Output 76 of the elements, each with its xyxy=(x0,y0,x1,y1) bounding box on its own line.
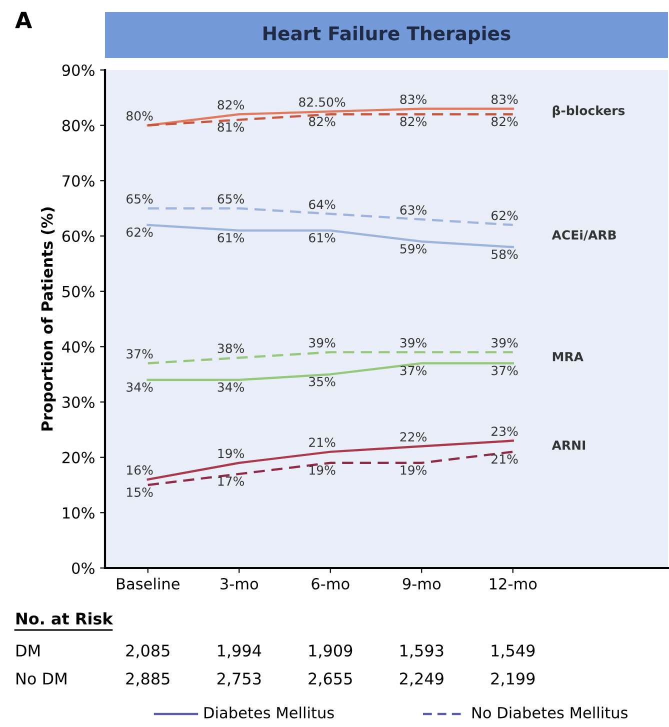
y-tick-label: 0% xyxy=(72,562,94,574)
data-label: 22% xyxy=(400,432,426,442)
x-tick-label: Baseline xyxy=(117,578,180,590)
text: 1,909 xyxy=(309,644,352,658)
text: 2,199 xyxy=(491,672,535,686)
chart-title: Heart Failure Therapies xyxy=(264,26,510,44)
data-label: 19% xyxy=(310,465,336,475)
x-tick-label: 9-mo xyxy=(402,578,441,590)
data-label: 34% xyxy=(218,382,244,392)
data-label: 58% xyxy=(492,250,518,260)
text: 1,994 xyxy=(218,644,262,658)
text: Diabetes Mellitus xyxy=(204,706,334,718)
data-label: 21% xyxy=(309,438,336,448)
text: 2,085 xyxy=(126,644,170,658)
y-tick-label: 70% xyxy=(62,175,94,187)
text: 2,753 xyxy=(217,672,261,686)
data-label: 62% xyxy=(492,210,518,220)
data-label: 39% xyxy=(309,338,336,348)
data-label: 34% xyxy=(126,382,153,392)
annotation: ARNI xyxy=(552,440,586,450)
text: DM xyxy=(16,644,40,656)
text: No Diabetes Mellitus xyxy=(472,706,628,718)
y-tick-label: 50% xyxy=(62,286,94,298)
data-label: 17% xyxy=(218,476,244,486)
data-label: 38% xyxy=(218,344,244,354)
annotation: ACEi/ARB xyxy=(552,230,616,241)
data-label: 80% xyxy=(126,111,153,121)
data-label: 61% xyxy=(218,232,244,242)
data-label: 65% xyxy=(218,194,244,204)
data-label: 23% xyxy=(492,426,518,436)
data-label: 64% xyxy=(309,200,336,210)
data-label: 19% xyxy=(218,448,244,458)
data-label: 37% xyxy=(400,366,426,376)
y-axis-title: Proportion of Patients (%) xyxy=(40,207,56,430)
y-tick-label: 10% xyxy=(63,507,94,519)
data-label: 39% xyxy=(492,338,518,348)
data-label: 37% xyxy=(492,366,518,376)
text: 2,249 xyxy=(400,672,444,686)
data-label: 19% xyxy=(400,465,426,475)
x-tick-label: 3-mo xyxy=(220,578,258,590)
data-label: 62% xyxy=(126,227,153,237)
data-label: 63% xyxy=(400,205,426,215)
y-tick-label: 90% xyxy=(62,64,94,76)
text: 2,655 xyxy=(308,672,352,686)
data-label: 39% xyxy=(400,338,426,348)
data-label: 61% xyxy=(309,232,336,242)
data-label: 82% xyxy=(492,116,518,126)
data-label: 59% xyxy=(400,244,426,254)
text: 2,885 xyxy=(126,672,170,686)
text: 1,593 xyxy=(400,644,444,658)
data-label: 37% xyxy=(126,349,153,359)
y-tick-label: 20% xyxy=(62,452,94,464)
text: 1,549 xyxy=(492,644,535,658)
y-tick-label: 30% xyxy=(62,396,94,408)
text: No. at Risk xyxy=(16,612,114,625)
y-tick-label: 40% xyxy=(62,341,94,353)
data-label: 82% xyxy=(309,116,336,126)
x-tick-label: 12-mo xyxy=(490,578,537,590)
data-label: 82.50% xyxy=(299,97,346,107)
data-label: 82% xyxy=(400,116,426,126)
y-tick-label: 60% xyxy=(62,230,94,242)
data-label: 35% xyxy=(309,376,336,386)
y-tick-label: 80% xyxy=(62,120,94,132)
data-label: 16% xyxy=(127,465,153,475)
x-tick-label: 6-mo xyxy=(312,578,350,590)
text: No DM xyxy=(16,672,66,685)
data-label: 65% xyxy=(126,194,153,204)
data-label: 82% xyxy=(218,100,244,110)
annotation: β-blockers xyxy=(552,105,625,118)
data-label: 81% xyxy=(218,122,244,132)
annotation: MRA xyxy=(552,352,584,362)
text: A xyxy=(15,12,32,28)
data-label: 15% xyxy=(127,488,153,497)
data-label: 83% xyxy=(400,94,426,104)
data-label: 83% xyxy=(492,94,518,104)
data-label: 21% xyxy=(492,454,518,464)
